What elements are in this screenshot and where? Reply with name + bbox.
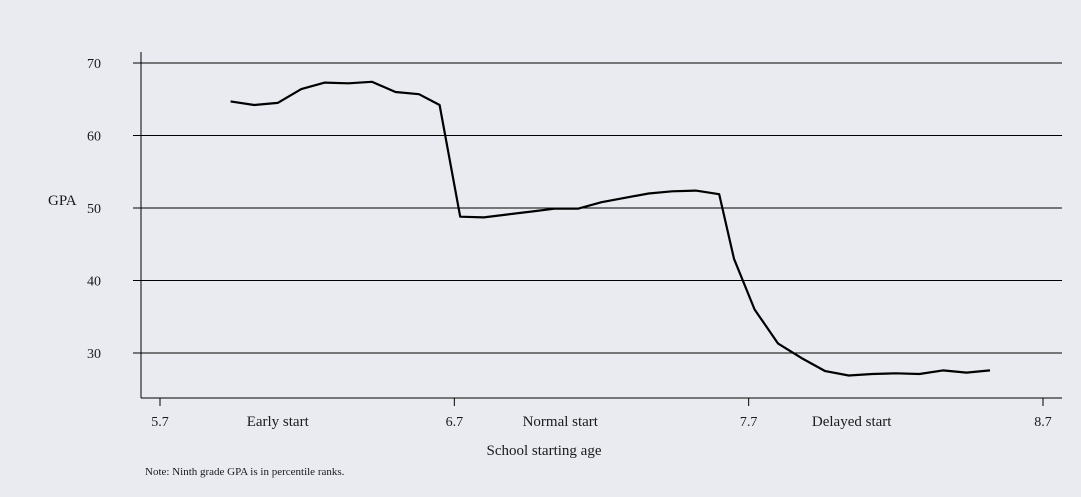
series-lines	[230, 80, 991, 377]
x-tick-label-7.7: 7.7	[740, 415, 758, 430]
y-axis-label: GPA	[48, 193, 77, 209]
y-tick-label-50: 50	[87, 202, 101, 217]
y-tick-label-60: 60	[87, 130, 101, 145]
region-label-1: Normal start	[523, 414, 599, 430]
x-tick-label-8.7: 8.7	[1034, 415, 1052, 430]
y-tick-label-30: 30	[87, 347, 101, 362]
y-tick-label-70: 70	[87, 57, 101, 72]
region-labels: Early start Normal start Delayed start	[247, 414, 893, 430]
axes	[140, 52, 1062, 399]
x-tick-label-6.7: 6.7	[446, 415, 464, 430]
x-axis-ticks: 5.7 6.7 7.7 8.7	[151, 398, 1052, 430]
y-tick-label-40: 40	[87, 275, 101, 290]
x-tick-label-5.7: 5.7	[151, 415, 169, 430]
gridlines	[133, 62, 1062, 354]
region-label-0: Early start	[247, 414, 310, 430]
y-axis-ticks: 30 40 50 60 70	[87, 57, 101, 362]
x-axis-label: School starting age	[487, 443, 602, 459]
series-line-0	[230, 80, 991, 377]
footnote: Note: Ninth grade GPA is in percentile r…	[145, 466, 345, 478]
region-label-2: Delayed start	[812, 414, 892, 430]
